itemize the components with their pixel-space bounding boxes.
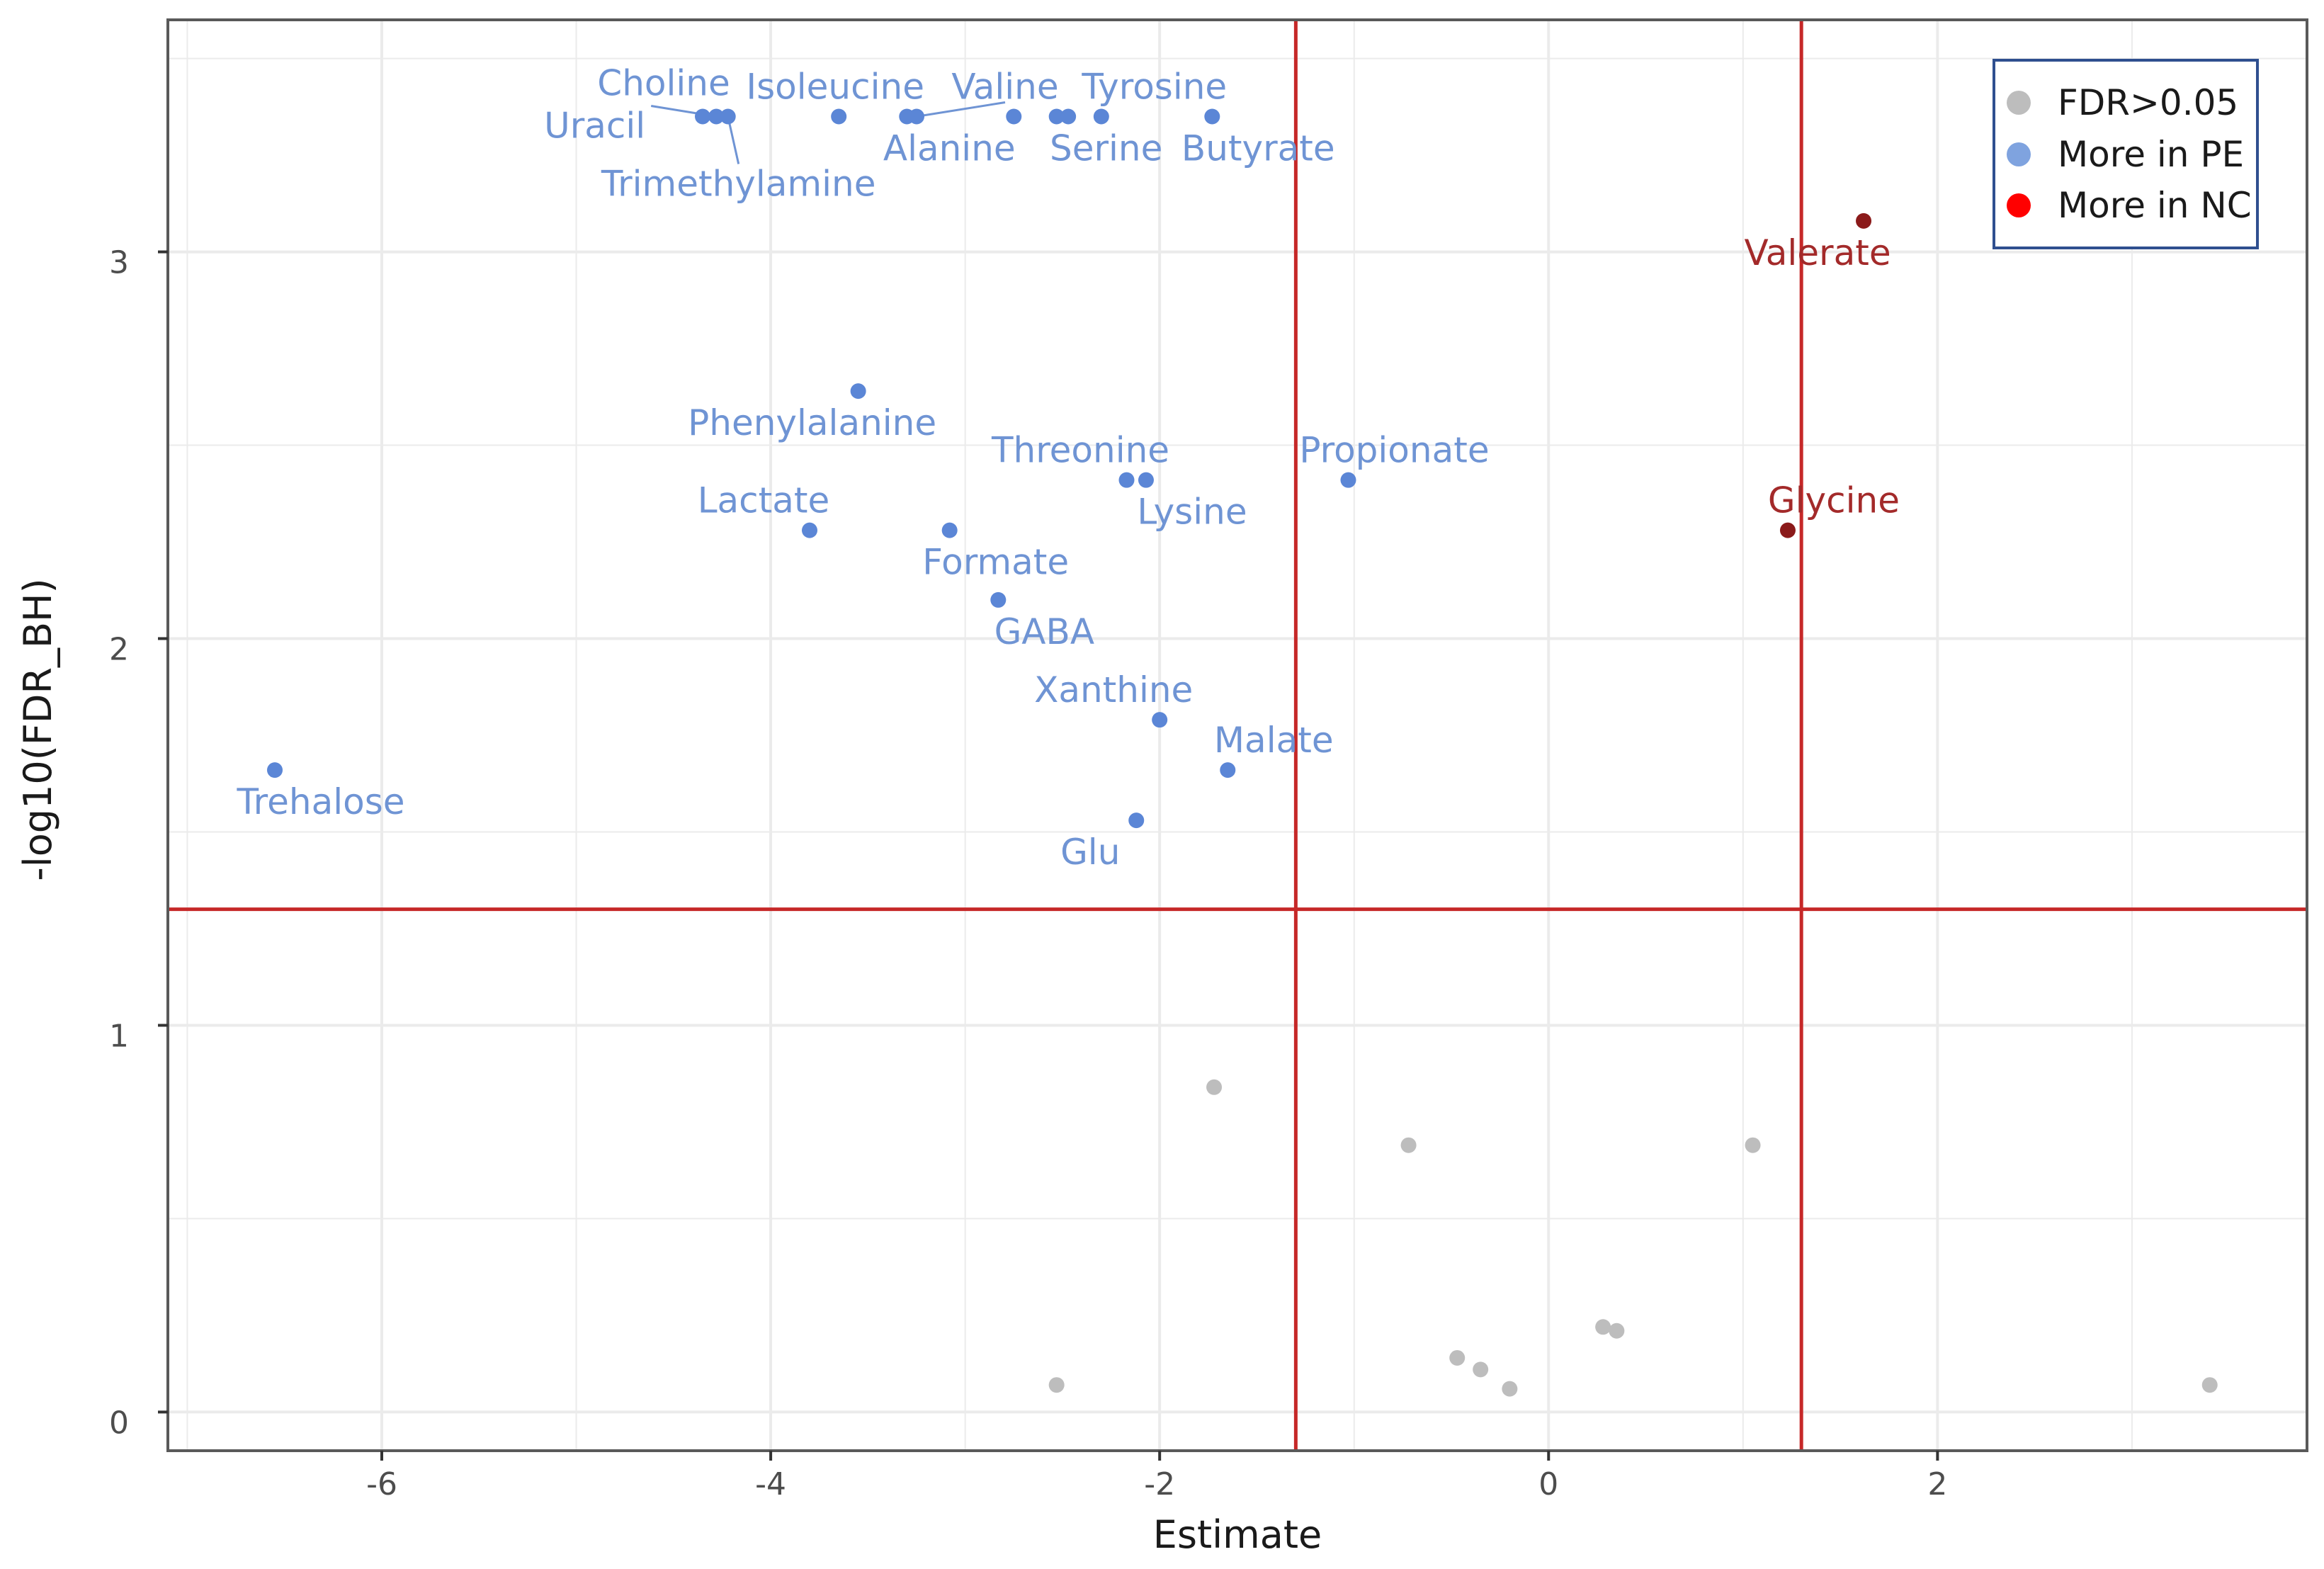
connector-trimethylamine xyxy=(727,116,740,164)
point-label-butyrate: Butyrate xyxy=(1181,128,1335,169)
point-pe-uracil xyxy=(708,108,725,125)
point-pe-choline xyxy=(695,108,710,125)
point-pe-trehalose xyxy=(267,762,283,778)
y-tick-label: 1 xyxy=(109,1018,129,1054)
threshold-lines xyxy=(168,20,2307,1451)
point-ns xyxy=(1745,1137,1761,1153)
point-label-trehalose: Trehalose xyxy=(236,781,404,822)
point-label-propionate: Propionate xyxy=(1299,430,1489,471)
point-ns xyxy=(1048,1377,1065,1393)
point-label-malate: Malate xyxy=(1214,720,1334,761)
point-ns xyxy=(1400,1137,1417,1153)
legend-label-fdr: FDR>0.05 xyxy=(2058,82,2238,123)
y-tick-label: 0 xyxy=(109,1405,129,1441)
y-tick-label: 3 xyxy=(109,245,129,281)
legend: FDR>0.05 More in PE More in NC xyxy=(1993,59,2259,249)
point-label-lactate: Lactate xyxy=(698,480,830,521)
point-nc-glycine xyxy=(1779,522,1796,538)
point-pe-propionate xyxy=(1340,472,1356,488)
grid-lines xyxy=(168,20,2307,1451)
point-label-glu: Glu xyxy=(1060,832,1120,873)
point-label-xanthine: Xanthine xyxy=(1034,669,1193,710)
point-label-glycine: Glycine xyxy=(1768,480,1900,521)
point-pe-trimethylamine xyxy=(720,108,736,125)
point-label-valine: Valine xyxy=(951,66,1058,107)
point-pe-lysine xyxy=(1138,472,1154,488)
x-tick-label: 0 xyxy=(1538,1466,1558,1502)
point-pe-tyrosine xyxy=(1093,108,1109,125)
point-pe xyxy=(1060,108,1077,125)
point-ns xyxy=(2201,1377,2218,1393)
x-tick-label: -4 xyxy=(755,1466,786,1502)
point-pe-formate xyxy=(941,522,958,538)
point-pe-xanthine xyxy=(1152,712,1168,728)
point-label-choline: Choline xyxy=(597,62,730,103)
point-label-isoleucine: Isoleucine xyxy=(746,66,924,107)
point-ns xyxy=(1449,1349,1466,1366)
point-pe-gaba xyxy=(990,591,1007,608)
point-pe-serine xyxy=(1048,108,1065,125)
point-label-trimethylamine: Trimethylamine xyxy=(601,163,876,204)
point-label-valerate: Valerate xyxy=(1744,232,1891,273)
point-ns xyxy=(1502,1381,1518,1397)
legend-box xyxy=(1993,59,2259,249)
point-label-tyrosine: Tyrosine xyxy=(1081,66,1227,107)
point-label-serine: Serine xyxy=(1050,128,1162,169)
point-pe-butyrate xyxy=(1204,108,1220,125)
point-ns xyxy=(1609,1322,1625,1339)
point-label-phenylalanine: Phenylalanine xyxy=(688,402,936,443)
point-ns xyxy=(1473,1361,1489,1378)
point-nc-valerate xyxy=(1856,213,1872,229)
point-label-alanine: Alanine xyxy=(883,128,1016,169)
point-pe-malate xyxy=(1220,762,1236,778)
point-label-threonine: Threonine xyxy=(991,430,1169,471)
point-pe-alanine xyxy=(899,108,915,125)
point-pe xyxy=(1006,108,1022,125)
point-label-uracil: Uracil xyxy=(544,105,645,146)
point-pe-threonine xyxy=(1118,472,1135,488)
plot-panel xyxy=(168,20,2307,1451)
point-label-formate: Formate xyxy=(922,542,1069,583)
point-pe-glu xyxy=(1128,812,1145,829)
point-ns xyxy=(1595,1319,1611,1335)
legend-label-pe: More in PE xyxy=(2058,134,2244,175)
axes: -6 -4 -2 0 2 0 1 2 3 xyxy=(109,245,1947,1502)
point-ns xyxy=(1206,1079,1223,1095)
legend-dot-nc xyxy=(2007,193,2031,217)
point-pe-phenylalanine xyxy=(850,383,866,400)
point-label-gaba: GABA xyxy=(994,611,1094,652)
point-pe-isoleucine xyxy=(831,108,847,125)
connector-valine xyxy=(916,101,1006,118)
x-axis-title: Estimate xyxy=(1153,1512,1322,1557)
point-pe-lactate xyxy=(802,522,817,538)
legend-label-nc: More in NC xyxy=(2058,185,2252,226)
x-tick-label: 2 xyxy=(1927,1466,1947,1502)
legend-dot-pe xyxy=(2007,142,2031,166)
data-points xyxy=(267,108,2218,1397)
y-tick-label: 2 xyxy=(109,632,129,668)
x-tick-label: -6 xyxy=(366,1466,397,1502)
y-axis-title: -log10(FDR_BH) xyxy=(16,578,60,880)
plot-border xyxy=(166,18,2308,1452)
x-tick-label: -2 xyxy=(1144,1466,1175,1502)
legend-dot-fdr xyxy=(2007,91,2031,115)
point-label-lysine: Lysine xyxy=(1137,492,1247,533)
